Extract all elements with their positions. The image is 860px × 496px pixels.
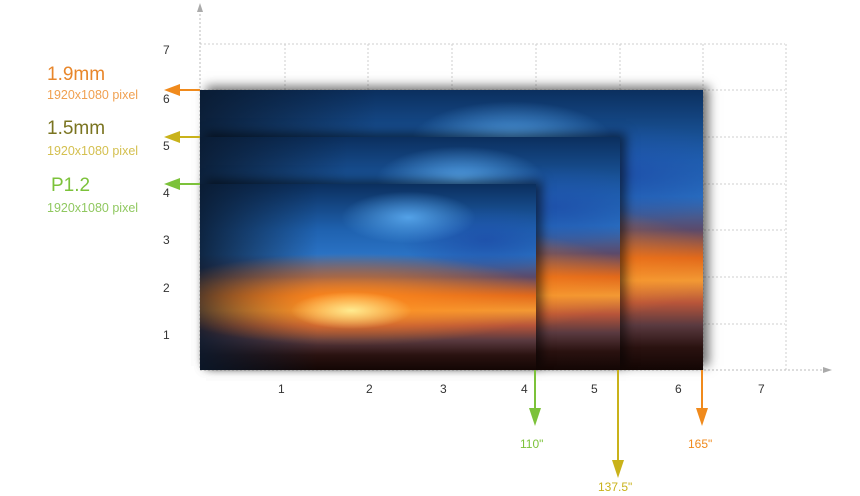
arrow-down-icon [529,370,708,478]
y-tick: 5 [163,139,170,153]
y-axis-arrow-icon [197,3,203,12]
pitch-label: 1.9mm [47,64,106,85]
x-tick: 4 [521,382,528,396]
y-tick: 6 [163,92,170,106]
x-tick: 1 [278,382,285,396]
y-tick: 4 [163,186,170,200]
x-tick: 5 [591,382,598,396]
y-tick: 7 [163,43,170,57]
resolution-label: 1920x1080 pixel [47,201,139,215]
x-axis-arrow-icon [823,367,832,373]
x-tick: 3 [440,382,447,396]
diagonal-label: 137.5" [598,480,633,494]
y-tick: 2 [163,281,170,295]
x-tick: 7 [758,382,765,396]
diagonal-label: 110" [520,437,544,451]
y-tick: 3 [163,233,170,247]
pitch-label: P1.2 [51,175,91,196]
diagonal-label: 165" [688,437,713,451]
x-tick: 2 [366,382,373,396]
x-tick: 6 [675,382,682,396]
arrow-left-icon [164,84,200,190]
pitch-label: 1.5mm [47,118,106,139]
screen-p1-2 [200,184,536,370]
resolution-label: 1920x1080 pixel [47,144,139,158]
resolution-label: 1920x1080 pixel [47,88,139,102]
y-tick: 1 [163,328,170,342]
